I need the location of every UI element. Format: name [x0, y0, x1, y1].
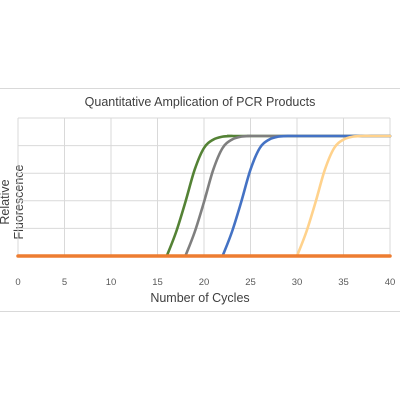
x-tick-label: 30: [292, 277, 303, 288]
x-tick-label: 35: [338, 277, 349, 288]
chart-frame: [0, 88, 400, 312]
x-tick-label: 20: [199, 277, 210, 288]
x-tick-label: 10: [106, 277, 117, 288]
x-axis-label: Number of Cycles: [150, 291, 250, 305]
series-line-4: [295, 134, 392, 258]
series-line-2: [184, 134, 392, 258]
series-line-3: [221, 134, 392, 258]
x-tick-label: 5: [62, 277, 67, 288]
x-tick-label: 40: [385, 277, 396, 288]
x-tick-label: 15: [152, 277, 163, 288]
series-line-1: [165, 134, 392, 258]
x-tick-label: 25: [245, 277, 256, 288]
x-tick-label: 0: [15, 277, 20, 288]
chart-title: Quantitative Amplication of PCR Products: [84, 95, 316, 109]
